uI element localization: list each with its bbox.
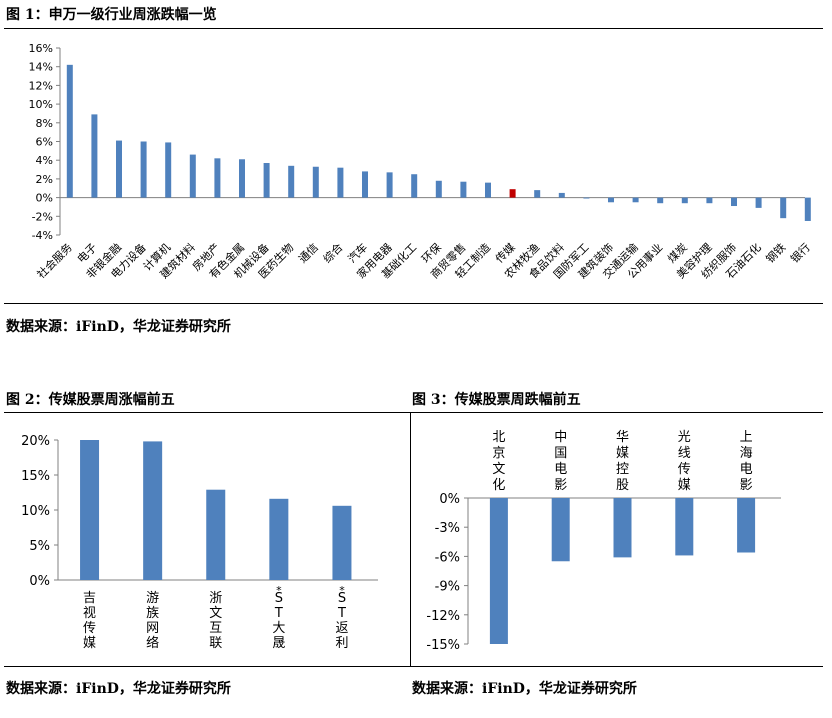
x-tick-asterisk: * bbox=[339, 584, 345, 597]
bar-建筑装饰 bbox=[608, 197, 614, 203]
x-tick-label: S T 返利 bbox=[335, 591, 348, 651]
bar-有色金属 bbox=[239, 159, 245, 198]
y-tick-label: -4% bbox=[32, 229, 53, 242]
y-tick-label: 20% bbox=[21, 434, 50, 449]
bar-电子 bbox=[91, 114, 98, 198]
figure-1-source: 数据来源：iFinD，华龙证券研究所 bbox=[6, 319, 231, 335]
bar-农林牧渔 bbox=[534, 190, 541, 198]
bar-美容护理 bbox=[706, 197, 713, 204]
bar-家用电器 bbox=[386, 172, 393, 198]
y-tick-label: 16% bbox=[29, 42, 53, 55]
x-tick-label: 综合 bbox=[320, 240, 345, 265]
bar-钢铁 bbox=[780, 197, 787, 219]
y-tick-label: 8% bbox=[36, 117, 53, 130]
bar-纺织服饰 bbox=[731, 197, 737, 207]
bar-社会服务 bbox=[66, 64, 73, 198]
bar-建筑材料 bbox=[189, 154, 196, 198]
x-tick-label: 华媒控股 bbox=[616, 430, 629, 493]
y-tick-label: 10% bbox=[21, 504, 50, 519]
y-tick-label: 0% bbox=[29, 574, 50, 589]
bar-公用事业 bbox=[657, 197, 664, 204]
x-tick-label: 北京文化 bbox=[492, 430, 505, 493]
y-tick-label: -6% bbox=[435, 550, 460, 565]
figure-3-source: 数据来源：iFinD，华龙证券研究所 bbox=[412, 681, 637, 697]
y-tick-label: -9% bbox=[435, 580, 460, 595]
x-tick-label: S T 大晟 bbox=[272, 591, 285, 651]
x-tick-label: 光线传媒 bbox=[678, 430, 691, 493]
bar-通信 bbox=[312, 166, 319, 198]
y-tick-label: -3% bbox=[435, 521, 460, 536]
bar-基础化工 bbox=[411, 174, 418, 198]
industry-weekly-change-chart: 16%14%12%10%8%6%4%2%0%-2%-4%社会服务 电子非银金融电力… bbox=[29, 42, 813, 281]
bar-房地产 bbox=[214, 158, 221, 198]
y-tick-label: 5% bbox=[29, 539, 50, 554]
figure-2-3-bottom-rule bbox=[4, 666, 823, 667]
y-tick-label: 4% bbox=[36, 154, 53, 167]
x-tick-label: 游族网络 bbox=[146, 591, 159, 651]
x-tick-label: 钢铁 bbox=[764, 241, 789, 266]
bar-浙文互联 bbox=[206, 489, 226, 580]
bar-传媒 bbox=[509, 189, 516, 198]
bar-医药生物 bbox=[288, 165, 295, 198]
bar-中国电影 bbox=[551, 498, 570, 562]
x-tick-label: 银行 bbox=[787, 240, 812, 265]
bar-北京文化 bbox=[489, 498, 508, 644]
top5-losers-chart: 0% -3% -6% -9% -12% -15% 北京文化 中国电影 华媒控股 光线传媒 上海电影 bbox=[426, 430, 781, 653]
figure-2-3-top-rule bbox=[4, 412, 823, 413]
y-tick-label: 0% bbox=[439, 492, 460, 507]
x-tick-label: 通信 bbox=[296, 241, 321, 266]
x-tick-label: 浙文互联 bbox=[209, 591, 222, 651]
x-tick-asterisk: * bbox=[276, 584, 282, 597]
bar-银行 bbox=[804, 197, 811, 221]
bar-*ST返利 bbox=[332, 505, 352, 580]
figure-1-bottom-rule bbox=[4, 303, 823, 304]
y-tick-label: 12% bbox=[29, 79, 53, 92]
bar-环保 bbox=[435, 180, 442, 198]
y-tick-label: -12% bbox=[426, 609, 460, 624]
y-tick-label: -2% bbox=[32, 210, 53, 223]
bar-电力设备 bbox=[140, 141, 147, 198]
bar-商贸零售 bbox=[460, 181, 467, 198]
bar-煤炭 bbox=[681, 197, 688, 204]
figure-divider bbox=[410, 412, 411, 666]
bar-非银金融 bbox=[116, 140, 122, 198]
y-tick-label: 14% bbox=[29, 61, 53, 74]
bar-轻工制造 bbox=[485, 182, 491, 198]
y-tick-label: 10% bbox=[29, 98, 53, 111]
figure-3-title: 图 3：传媒股票周跌幅前五 bbox=[412, 392, 581, 408]
bar-游族网络 bbox=[143, 441, 163, 580]
bar-石油石化 bbox=[755, 197, 762, 208]
figure-1-title: 图 1：申万一级行业周涨跌幅一览 bbox=[6, 7, 217, 23]
bar-计算机 bbox=[165, 142, 172, 198]
bar-综合 bbox=[337, 167, 344, 198]
x-tick-label: 吉视传媒 bbox=[83, 591, 96, 651]
bar-食品饮料 bbox=[558, 192, 565, 198]
bar-汽车 bbox=[362, 171, 368, 198]
bar-机械设备 bbox=[263, 163, 270, 198]
x-tick-label: 中国电影 bbox=[554, 430, 567, 493]
y-tick-label: 0% bbox=[36, 192, 53, 205]
figure-2-title: 图 2：传媒股票周涨幅前五 bbox=[6, 392, 175, 408]
x-tick-label: 社会服务 bbox=[34, 240, 75, 281]
bar-上海电影 bbox=[737, 498, 756, 553]
bar-吉视传媒 bbox=[80, 440, 100, 580]
y-tick-label: 2% bbox=[36, 173, 53, 186]
bar-光线传媒 bbox=[675, 498, 694, 556]
y-tick-label: 6% bbox=[36, 136, 53, 149]
bar-*ST大晟 bbox=[269, 498, 289, 580]
figure-2-source: 数据来源：iFinD，华龙证券研究所 bbox=[6, 681, 231, 697]
y-tick-label: 15% bbox=[21, 469, 50, 484]
figure-1-top-rule bbox=[4, 28, 823, 29]
x-tick-label: 上海电影 bbox=[740, 430, 753, 493]
bar-交通运输 bbox=[632, 197, 639, 203]
bar-华媒控股 bbox=[613, 498, 632, 558]
bar-国防军工 bbox=[583, 197, 590, 199]
y-tick-label: -15% bbox=[426, 638, 460, 653]
